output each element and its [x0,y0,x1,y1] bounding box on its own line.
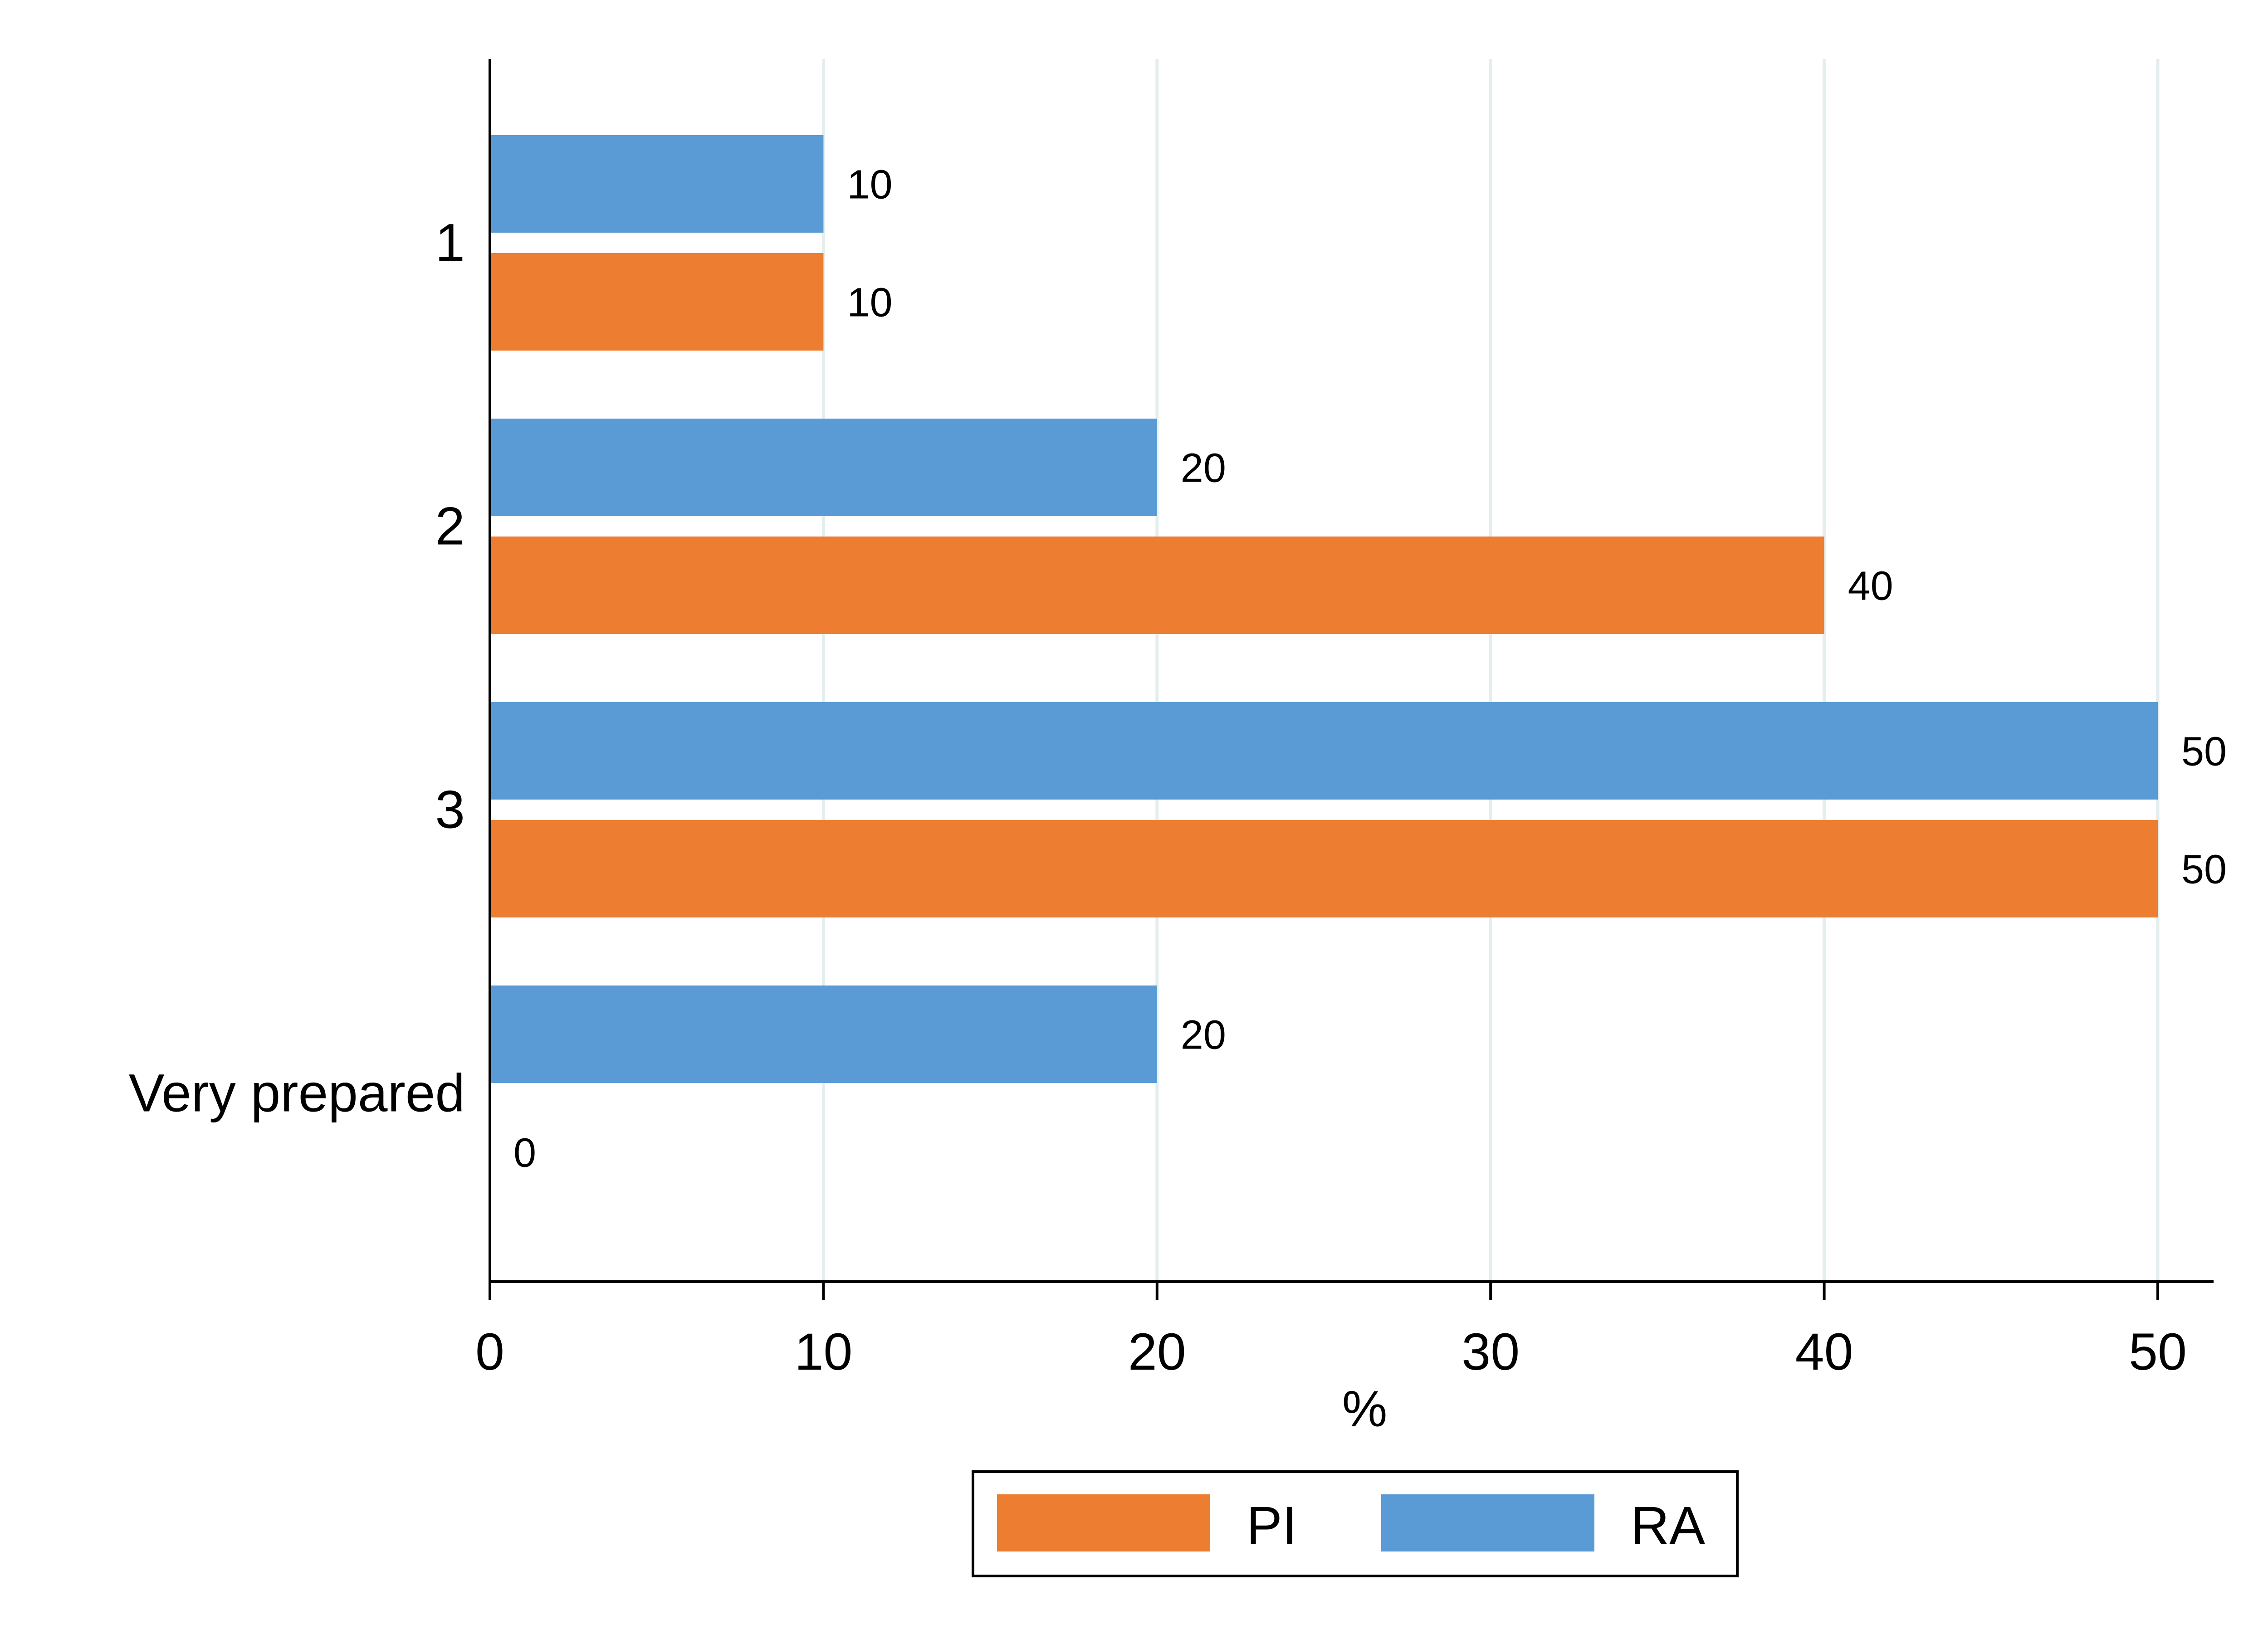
legend-label-ra: RA [1631,1496,1705,1556]
x-tick-label-10: 10 [794,1323,852,1381]
data-label-ra-3: 50 [2181,729,2227,775]
data-label-pi-2: 40 [1848,564,1893,609]
x-tick-label-0: 0 [475,1323,504,1381]
data-label-ra-1: 10 [847,162,892,208]
data-label-ra-2: 20 [1181,446,1226,491]
bar-ra-3 [490,702,2158,800]
legend-label-pi: PI [1246,1496,1297,1556]
bar-pi-3 [490,820,2158,917]
legend-swatch-pi [997,1494,1210,1551]
bar-pi-2 [490,537,1824,634]
x-tick-label-30: 30 [1461,1323,1520,1381]
bars [490,135,2158,1083]
bar-pi-1 [490,253,824,351]
category-label-2: 2 [435,497,465,556]
x-tick-label-20: 20 [1128,1323,1186,1381]
x-axis-title: % [1342,1381,1388,1437]
labels: 10 10 1 20 40 2 50 50 3 20 0 Very prepared 0 10 20 30 40… [129,162,2227,1381]
bar-ra-4 [490,985,1157,1083]
bar-ra-1 [490,135,824,233]
category-label-4: Very prepared [129,1064,465,1123]
x-tick-label-40: 40 [1795,1323,1853,1381]
bar-ra-2 [490,419,1157,516]
category-label-1: 1 [435,213,465,273]
legend-swatch-ra [1381,1494,1594,1551]
data-label-pi-1: 10 [847,280,892,326]
data-label-pi-4: 0 [513,1131,536,1176]
category-label-3: 3 [435,780,465,840]
data-label-ra-4: 20 [1181,1013,1226,1058]
x-tick-label-50: 50 [2129,1323,2187,1381]
legend: PI RA [972,1470,1739,1577]
axes [489,59,2214,1300]
data-label-pi-3: 50 [2181,847,2227,893]
